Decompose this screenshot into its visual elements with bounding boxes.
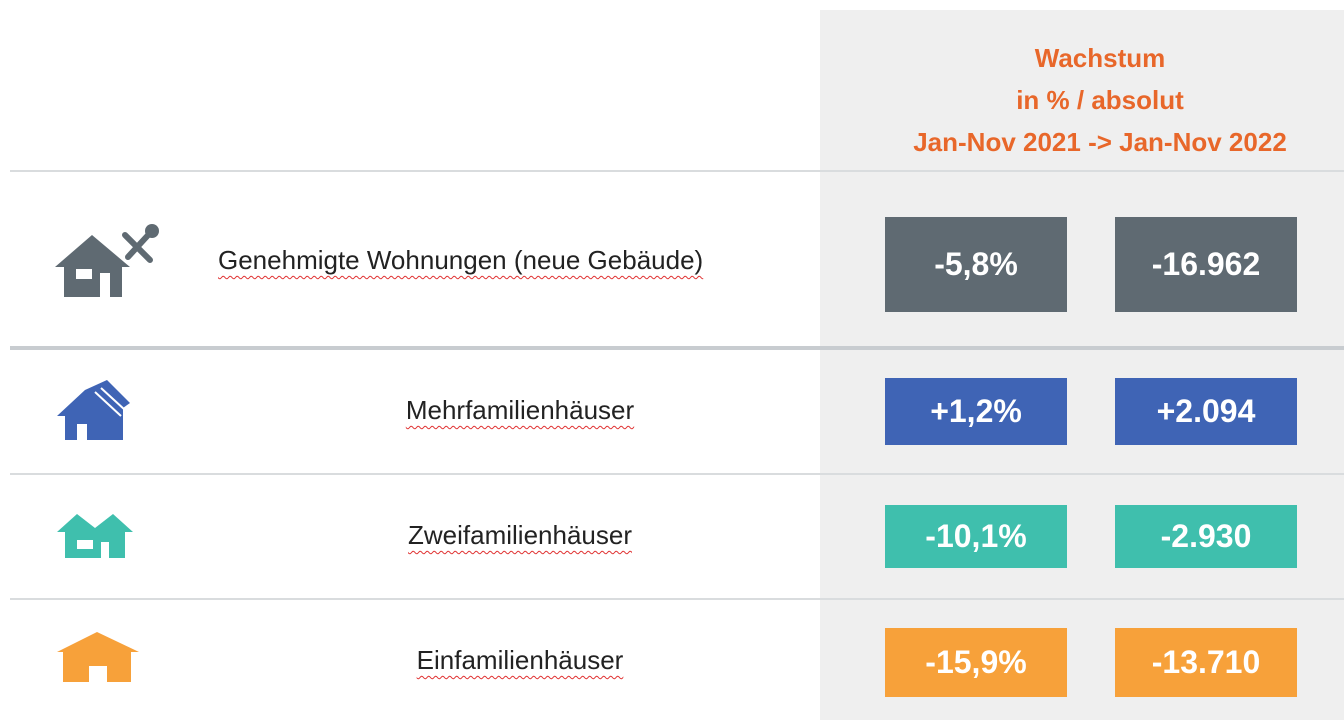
percent-box: -10,1% <box>885 505 1067 568</box>
row-label: Genehmigte Wohnungen (neue Gebäude) <box>218 245 704 275</box>
header-line: Wachstum <box>1034 43 1166 73</box>
icon-two-family <box>57 514 133 558</box>
icon-apartment <box>57 380 130 440</box>
divider <box>10 346 1344 350</box>
row-label: Mehrfamilienhäuser <box>405 395 635 425</box>
absolute-box: -13.710 <box>1115 628 1297 697</box>
row-label: Einfamilienhäuser <box>416 645 624 675</box>
absolute-box: +2.094 <box>1115 378 1297 445</box>
icon-house-tools <box>55 224 159 297</box>
percent-box: -15,9% <box>885 628 1067 697</box>
absolute-box: -2.930 <box>1115 505 1297 568</box>
divider <box>10 170 1344 172</box>
header-line: in % / absolut <box>1016 85 1184 115</box>
highlight-column <box>820 10 1344 720</box>
row-label: Zweifamilienhäuser <box>408 520 632 550</box>
percent-box: +1,2% <box>885 378 1067 445</box>
absolute-box: -16.962 <box>1115 217 1297 312</box>
divider <box>10 473 1344 475</box>
percent-box: -5,8% <box>885 217 1067 312</box>
divider <box>10 598 1344 600</box>
header-line: Jan-Nov 2021 -> Jan-Nov 2022 <box>913 127 1287 157</box>
icon-single-family <box>57 632 139 682</box>
